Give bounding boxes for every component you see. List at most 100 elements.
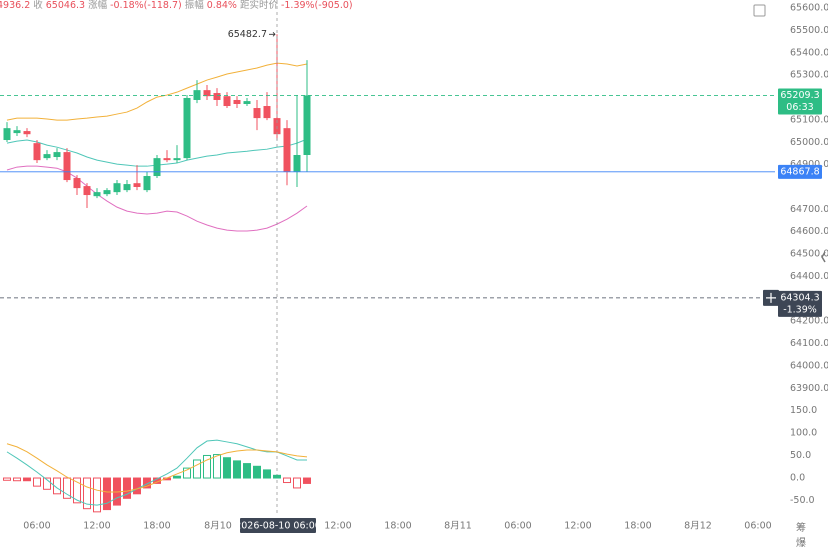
max-label: 65482.7 [228, 29, 267, 40]
y-tick-label: 0.0 [790, 473, 805, 484]
candle-body [183, 97, 191, 159]
macd-bar [133, 477, 141, 495]
macd-bar [73, 477, 81, 504]
x-tick-label: 18:00 [624, 521, 651, 532]
change-value: -0.18%(-118.7) [110, 0, 182, 11]
candle-body [223, 96, 231, 107]
plus-icon [766, 292, 776, 303]
macd-bar [243, 463, 251, 479]
x-tick-label: 8月11 [444, 521, 472, 532]
macd-bar [63, 477, 71, 499]
fullscreen-icon[interactable] [753, 4, 766, 17]
burst-button[interactable]: 爆 [796, 538, 806, 549]
x-tick-label: 8月10 [204, 521, 232, 532]
price-tag-sub: 06:33 [786, 102, 813, 113]
footer: 筹爆 [796, 519, 828, 549]
candle-body [133, 183, 141, 187]
macd-bar [43, 477, 51, 490]
crosshair-time-bg [240, 518, 316, 533]
macd-bar [123, 477, 131, 499]
macd-bar [263, 469, 271, 479]
candle-body [123, 184, 131, 191]
y-tick-label: 65000.0 [790, 137, 828, 148]
macd-bar [203, 454, 211, 479]
macd-bar [103, 477, 111, 511]
candle-body [3, 128, 11, 141]
macd-bar [183, 467, 191, 479]
y-tick-label: 64600.0 [790, 226, 828, 237]
crosshair-time: 2026-08-10 06:00 [235, 521, 321, 532]
close-value: 65046.3 [45, 0, 86, 11]
candle-body [153, 158, 161, 177]
band-line [6, 165, 308, 232]
candle-body [113, 183, 121, 193]
macd-bar [173, 475, 181, 479]
candle-body [233, 99, 241, 105]
collapse-icon[interactable] [821, 251, 826, 263]
y-tick-label: 64700.0 [790, 204, 828, 215]
candle-body [43, 154, 51, 159]
candle-body [263, 106, 271, 119]
chip-button[interactable]: 筹 [796, 523, 806, 534]
macd-bar [273, 474, 281, 479]
price-tag-label: 65209.3 [780, 90, 819, 101]
ohlc-header: 4936.2 收 65046.3 涨幅 -0.18%(-118.7) 振幅 0.84% 距实时… [0, 0, 356, 12]
y-tick-label: 65400.0 [790, 47, 828, 58]
open-value: 4936.2 [0, 0, 31, 11]
macd-bar [303, 477, 311, 484]
amplitude-value: 0.84% [206, 0, 237, 11]
y-tick-label: 100.0 [790, 427, 817, 438]
add-alert-button[interactable] [763, 289, 779, 306]
y-tick-label: 64500.0 [790, 249, 828, 260]
x-tick-label: 06:00 [23, 521, 50, 532]
macd-bar [33, 477, 41, 487]
y-tick-label: 64400.0 [790, 271, 828, 282]
candle-body [33, 143, 41, 161]
candle-body [13, 130, 21, 134]
macd-bar [293, 477, 301, 489]
macd-bar [23, 477, 31, 482]
price-tag [778, 88, 822, 115]
candle-body [283, 128, 291, 173]
candle-body [243, 101, 251, 105]
price-tag-label: 64867.8 [780, 166, 819, 177]
y-tick-label: 64200.0 [790, 316, 828, 327]
macd-bar [193, 459, 201, 479]
label: 距实时价 [239, 0, 278, 11]
label: 涨幅 [88, 0, 108, 11]
candle-body [203, 90, 211, 97]
y-tick-label: -50.0 [790, 495, 815, 506]
macd-line [6, 443, 308, 493]
x-tick-label: 12:00 [83, 521, 110, 532]
candle-body [73, 178, 81, 189]
y-tick-label: 50.0 [790, 450, 811, 461]
candle-body [173, 158, 181, 161]
x-tick-label: 06:00 [744, 521, 771, 532]
candle-body [103, 190, 111, 195]
y-tick-label: 65500.0 [790, 25, 828, 36]
macd-bar [53, 477, 61, 495]
candle-body [303, 95, 311, 156]
chart: 65600.0 65500.0 65400.0 65300.0 65100.0 65000… [0, 0, 828, 533]
y-tick-label: 64100.0 [790, 338, 828, 349]
candle-body [143, 176, 151, 191]
candle-body [293, 155, 301, 173]
x-tick-label: 12:00 [564, 521, 591, 532]
macd-line [6, 439, 307, 506]
macd-bar [233, 460, 241, 479]
price-tag [778, 290, 822, 317]
y-tick-label: 64000.0 [790, 360, 828, 371]
price-tag [778, 164, 822, 179]
band-line [6, 62, 308, 121]
macd-bar [13, 477, 21, 482]
macd-bar [283, 477, 291, 484]
candle-body [53, 152, 61, 158]
y-tick-label: 150.0 [790, 405, 817, 416]
candle-body [163, 158, 171, 161]
macd-bar [143, 477, 151, 489]
candle-body [63, 152, 71, 181]
candle-body [213, 93, 221, 100]
x-tick-label: 18:00 [384, 521, 411, 532]
macd-bar [253, 465, 261, 479]
